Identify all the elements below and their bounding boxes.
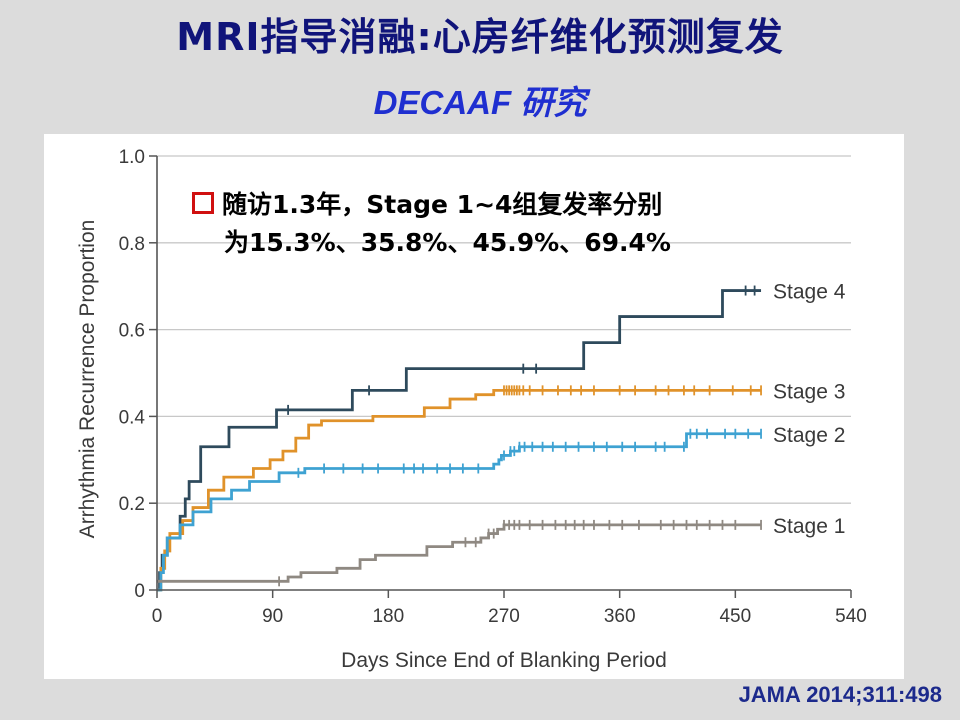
slide-subtitle: DECAAF 研究 [373, 84, 587, 121]
series-label-stage-3: Stage 3 [773, 380, 845, 403]
x-tick-label: 180 [372, 606, 404, 627]
annotation-text-2: 为15.3%、35.8%、45.9%、69.4% [224, 228, 671, 257]
series-line-stage-4 [157, 289, 762, 592]
x-tick-label: 540 [835, 606, 867, 627]
x-axis-label: Days Since End of Blanking Period [341, 649, 667, 672]
recurrence-chart: Stage 4 Stage 3 Stage 2 Stage 1 0 0.2 0.4 0.6 0… [76, 147, 867, 672]
annotation-line-2: 为15.3%、35.8%、45.9%、69.4% [192, 224, 671, 262]
series-line-stage-3 [157, 388, 762, 592]
y-tick-label: 0.8 [119, 234, 145, 255]
y-tick-label: 0 [134, 581, 145, 602]
y-tick-label: 0.6 [119, 321, 145, 342]
x-tick-label: 0 [152, 606, 163, 627]
y-tick-label: 1.0 [119, 147, 145, 168]
x-tick-label: 90 [262, 606, 283, 627]
series-label-stage-1: Stage 1 [773, 515, 845, 538]
citation: JAMA 2014;311:498 [738, 682, 942, 707]
y-tick-label: 0.2 [119, 494, 145, 515]
bullet-square-icon [192, 192, 214, 214]
x-tick-label: 450 [719, 606, 751, 627]
series-line-stage-2 [157, 432, 762, 592]
slide-title: MRI指导消融:心房纤维化预测复发 [176, 15, 784, 59]
x-tick-label: 270 [488, 606, 520, 627]
series-label-stage-2: Stage 2 [773, 424, 845, 447]
series-line-stage-1 [157, 523, 762, 583]
y-tick-label: 0.4 [119, 407, 146, 428]
annotation-line-1: 随访1.3年，Stage 1~4组复发率分别 [192, 186, 671, 224]
chart-panel: Stage 4 Stage 3 Stage 2 Stage 1 0 0.2 0.4 0.6 0… [44, 134, 904, 679]
x-tick-label: 360 [604, 606, 636, 627]
y-axis-label: Arrhythmia Recurrence Proportion [76, 220, 99, 539]
series-label-stage-4: Stage 4 [773, 281, 846, 304]
annotation-box: 随访1.3年，Stage 1~4组复发率分别 为15.3%、35.8%、45.9… [192, 186, 671, 262]
annotation-text-1: 随访1.3年，Stage 1~4组复发率分别 [222, 190, 663, 219]
